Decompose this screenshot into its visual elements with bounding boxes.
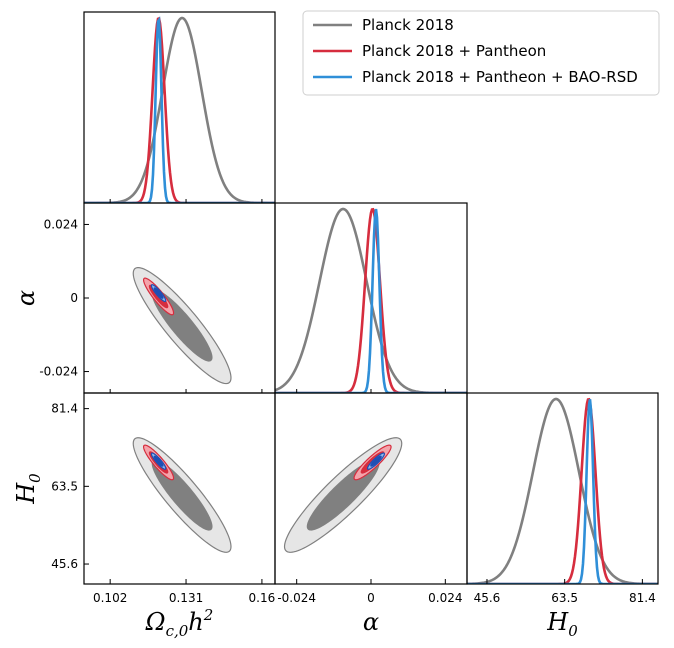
panel-1d-alpha [274, 202, 468, 394]
marginal-curve-planck [84, 16, 275, 203]
marginal-curve-planck [467, 397, 658, 584]
x-tick-label-omch2: 0.16 [249, 591, 276, 605]
panel-frame [83, 11, 276, 204]
x-tick-label-H0: 63.5 [551, 591, 578, 605]
legend-entry: Planck 2018 [362, 16, 454, 34]
marginal-curve-planck-pantheon [275, 207, 467, 393]
y-tick-label-alpha: 0 [70, 291, 78, 305]
y-tick-label-H0: 45.6 [51, 557, 78, 571]
contour-68-planck-pantheon-bao [153, 455, 164, 467]
panel-2d-alpha-H0 [274, 392, 468, 585]
y-tick-label-H0: 63.5 [51, 479, 78, 493]
x-tick-label-H0: 45.6 [474, 591, 501, 605]
x-tick-label-alpha: 0 [367, 591, 375, 605]
panel-2d-omch2-alpha [83, 202, 276, 394]
x-tick-label-omch2: 0.131 [169, 591, 203, 605]
panel-frame [466, 392, 659, 585]
legend-entry: Planck 2018 + Pantheon [362, 42, 546, 60]
x-tick-label-H0: 81.4 [629, 591, 656, 605]
x-tick-label-alpha: -0.024 [277, 591, 316, 605]
marginal-curve-planck-pantheon [467, 397, 658, 584]
panel-1d-H0 [466, 392, 659, 585]
contour-68-planck-pantheon-bao [370, 455, 382, 467]
x-axis-label-omch2: Ωc,0h2 [145, 606, 214, 640]
x-tick-label-alpha: 0.024 [428, 591, 462, 605]
legend: Planck 2018 Planck 2018 + Pantheon Planck … [302, 10, 660, 96]
legend-entry: Planck 2018 + Pantheon + BAO-RSD [362, 68, 638, 86]
legend-box [302, 10, 660, 96]
marginal-curve-planck-pantheon-bao [84, 16, 275, 203]
x-axis-label-alpha: α [363, 608, 379, 636]
x-tick-label-omch2: 0.102 [93, 591, 127, 605]
panel-1d-omch2 [83, 11, 276, 204]
contour-68-planck-pantheon-bao [153, 287, 164, 299]
marginal-curve-planck-pantheon-bao [467, 398, 658, 584]
y-tick-label-alpha: -0.024 [39, 365, 78, 379]
y-axis-label-alpha: α [12, 290, 40, 306]
y-tick-label-H0: 81.4 [51, 402, 78, 416]
y-tick-label-alpha: 0.024 [44, 217, 78, 231]
marginal-curve-planck-pantheon-bao [275, 208, 467, 393]
panel-2d-omch2-H0 [83, 392, 276, 585]
x-axis-label-H0: H0 [546, 608, 578, 640]
marginal-curve-planck-pantheon [84, 16, 275, 203]
y-axis-label-H0: H0 [12, 473, 44, 505]
